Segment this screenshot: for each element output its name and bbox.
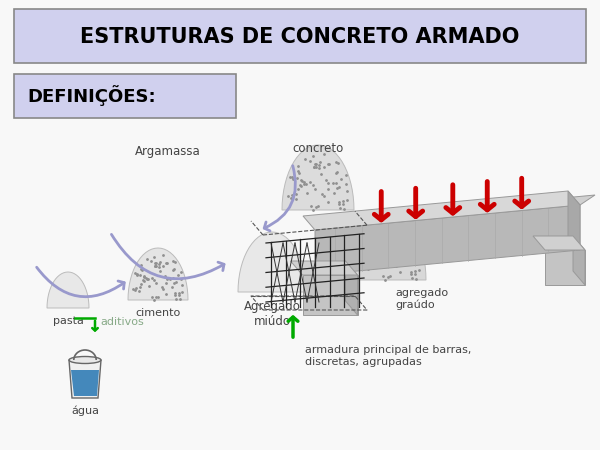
Polygon shape [573,236,585,285]
Text: aditivos: aditivos [100,317,144,327]
FancyBboxPatch shape [14,9,586,63]
FancyBboxPatch shape [14,74,236,118]
Polygon shape [315,195,595,230]
Polygon shape [238,232,306,292]
Polygon shape [533,236,585,250]
Text: DEFINIÇÕES:: DEFINIÇÕES: [27,86,155,107]
Polygon shape [346,261,358,315]
Text: agregado
graúdo: agregado graúdo [395,288,448,310]
Polygon shape [545,250,585,285]
Polygon shape [47,272,89,308]
Polygon shape [282,145,354,210]
Text: concreto: concreto [292,141,344,154]
Polygon shape [290,261,358,275]
Polygon shape [303,191,580,230]
Text: armadura principal de barras,
discretas, agrupadas: armadura principal de barras, discretas,… [305,345,472,367]
Polygon shape [128,248,188,300]
Text: ESTRUTURAS DE CONCRETO ARMADO: ESTRUTURAS DE CONCRETO ARMADO [80,27,520,47]
Polygon shape [315,205,580,275]
Polygon shape [302,275,358,315]
Text: água: água [71,406,99,417]
Polygon shape [69,360,101,398]
Text: Agregado
miúdo: Agregado miúdo [244,300,301,328]
Polygon shape [568,191,580,250]
Text: Argamassa: Argamassa [135,145,201,158]
Text: cimento: cimento [136,308,181,318]
Ellipse shape [69,356,101,364]
Polygon shape [71,370,99,396]
Text: pasta: pasta [53,316,83,326]
Polygon shape [354,215,426,280]
